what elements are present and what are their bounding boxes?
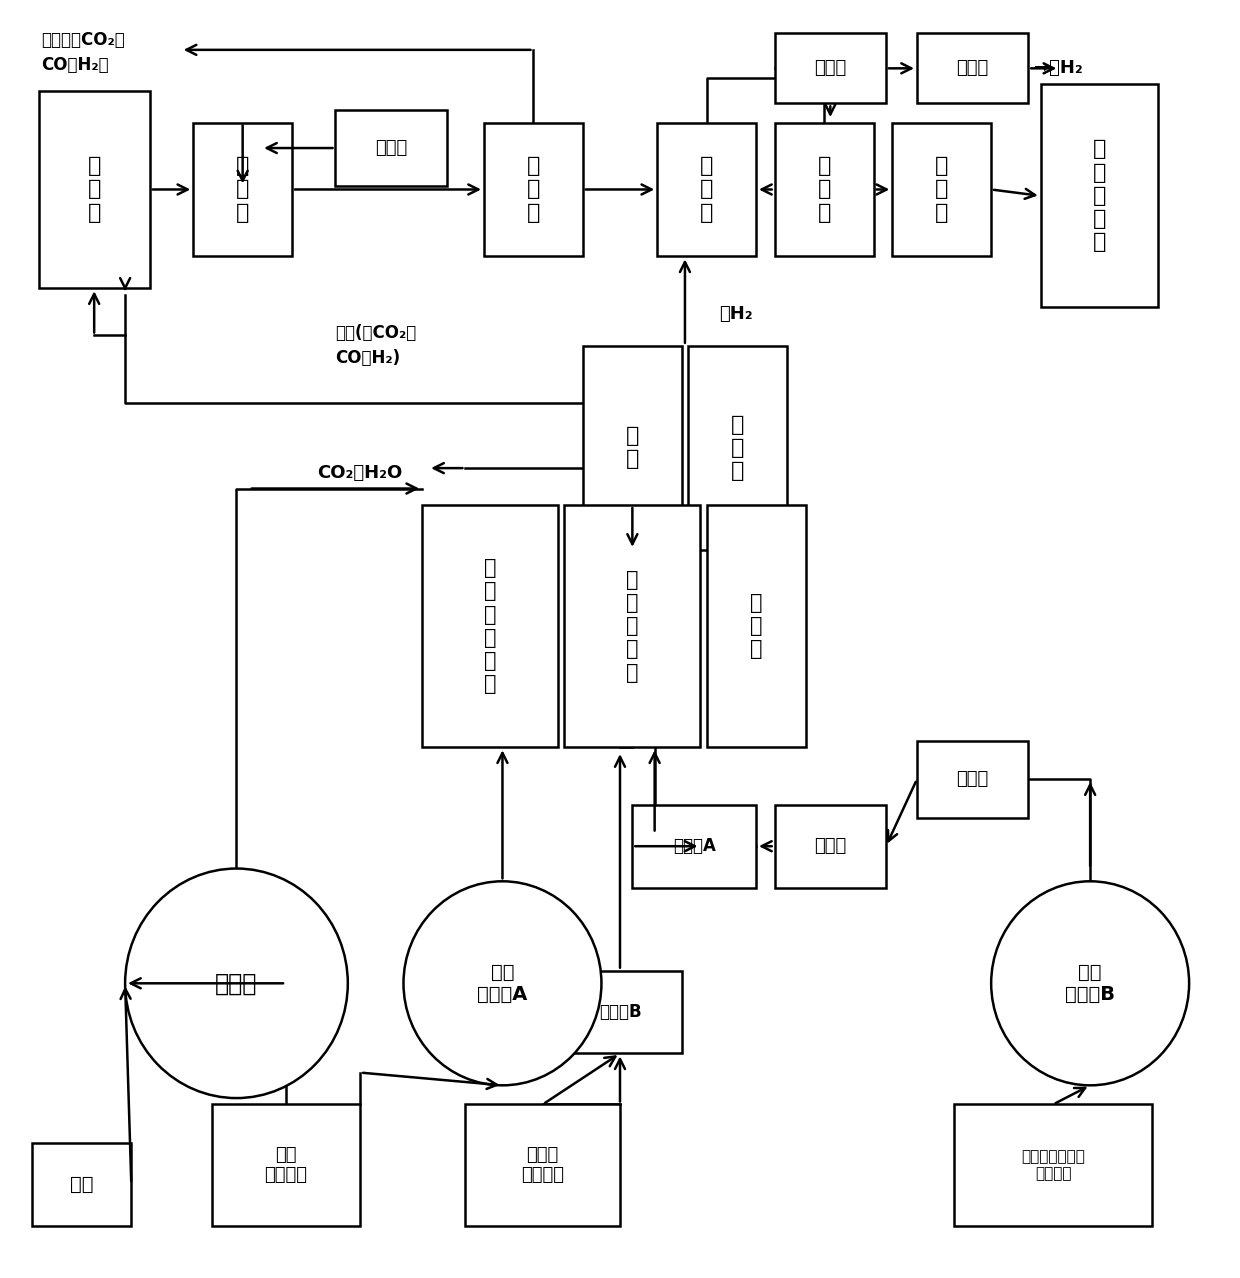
Bar [422,505,558,748]
Text: 尾气（含CO₂、: 尾气（含CO₂、 [41,31,125,49]
Bar [775,123,874,257]
Bar [1040,84,1158,308]
Bar [558,970,682,1053]
Text: 流量计: 流量计 [815,837,847,855]
Text: 单向阀: 单向阀 [374,139,407,157]
Text: 自
供
热
反
应
腔: 自 供 热 反 应 腔 [484,558,496,694]
Circle shape [125,869,347,1098]
Circle shape [403,882,601,1085]
Bar [212,1104,360,1226]
Bar [688,345,787,550]
Text: 压力表: 压力表 [956,771,988,789]
Bar [893,123,991,257]
Text: 甲醇与水混合液
储液容器: 甲醇与水混合液 储液容器 [1021,1149,1085,1181]
Text: 针
型
阀: 针 型 阀 [236,156,249,222]
Bar [916,741,1028,818]
Text: CO、H₂): CO、H₂) [336,349,401,368]
Text: 单向阀: 单向阀 [956,59,988,78]
Text: 针
型
阀: 针 型 阀 [699,156,713,222]
Text: CO₂、H₂O: CO₂、H₂O [317,464,402,482]
Text: 空气: 空气 [69,1174,93,1194]
Text: 针型阀A: 针型阀A [673,837,715,855]
Bar [564,505,701,748]
Text: 针型阀B: 针型阀B [599,1003,641,1021]
Text: 钯
管: 钯 管 [626,426,639,469]
Bar [632,805,756,888]
Text: 空压机: 空压机 [216,971,258,996]
Text: 加
热
炉: 加 热 炉 [730,414,744,481]
Bar [916,33,1028,104]
Text: 重
整
反
应
腔: 重 整 反 应 腔 [626,570,639,682]
Text: 散
热
板: 散 热 板 [88,156,100,222]
Text: 气
相
色
谱
仪: 气 相 色 谱 仪 [1092,139,1106,252]
Bar [707,505,806,748]
Text: 针
型
阀: 针 型 阀 [527,156,541,222]
Text: 微型
齿轮泵B: 微型 齿轮泵B [1065,962,1115,1003]
Circle shape [991,882,1189,1085]
Bar [38,91,150,289]
Text: 甲醇
储液容器: 甲醇 储液容器 [264,1145,308,1185]
Bar [657,123,756,257]
Bar [583,345,682,550]
Bar [465,1104,620,1226]
Text: CO、H₂）: CO、H₂） [41,56,109,74]
Bar [484,123,583,257]
Text: 电
热
板: 电 热 板 [750,593,763,659]
Bar [336,110,446,187]
Text: 纯H₂: 纯H₂ [719,305,753,323]
Bar [775,33,887,104]
Bar [32,1143,131,1226]
Text: 散
热
板: 散 热 板 [817,156,831,222]
Bar [954,1104,1152,1226]
Text: 微型
齿轮泵A: 微型 齿轮泵A [477,962,528,1003]
Text: 针型阀: 针型阀 [815,59,847,78]
Bar [775,805,887,888]
Text: 尾气(含CO₂、: 尾气(含CO₂、 [336,323,417,343]
Bar [193,123,293,257]
Text: 针
型
阀: 针 型 阀 [935,156,949,222]
Text: →纯H₂: →纯H₂ [1034,59,1084,77]
Text: 催化剂
激活气体: 催化剂 激活气体 [521,1145,564,1185]
